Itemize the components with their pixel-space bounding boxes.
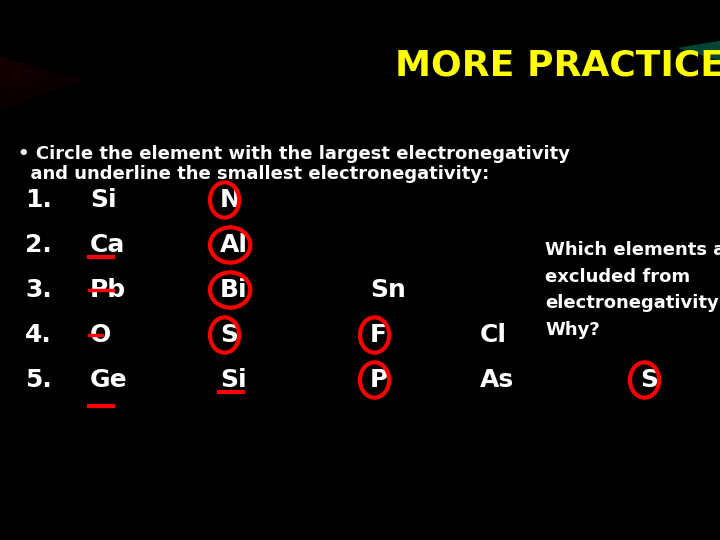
Text: S: S — [640, 368, 658, 392]
Polygon shape — [600, 0, 720, 20]
Text: Which elements are
excluded from
electronegativity?
Why?: Which elements are excluded from electro… — [545, 241, 720, 339]
Text: 1.: 1. — [25, 188, 52, 212]
Text: 2.: 2. — [25, 233, 52, 257]
Text: Ca: Ca — [90, 233, 125, 257]
Polygon shape — [500, 0, 720, 40]
Text: Pb: Pb — [90, 278, 126, 302]
Text: Al: Al — [220, 233, 248, 257]
Text: F: F — [370, 323, 387, 347]
Polygon shape — [0, 0, 406, 24]
Polygon shape — [0, 0, 364, 61]
Polygon shape — [0, 0, 336, 85]
Polygon shape — [0, 0, 720, 95]
Text: S: S — [220, 323, 238, 347]
Text: MORE PRACTICE: MORE PRACTICE — [395, 48, 720, 82]
Text: O: O — [90, 323, 112, 347]
Polygon shape — [0, 0, 420, 12]
Text: Si: Si — [220, 368, 247, 392]
Polygon shape — [0, 0, 400, 110]
Text: Cl: Cl — [480, 323, 507, 347]
Text: Bi: Bi — [220, 278, 248, 302]
Polygon shape — [0, 0, 308, 110]
Text: 5.: 5. — [25, 368, 52, 392]
Text: N: N — [220, 188, 241, 212]
Text: Si: Si — [90, 188, 117, 212]
Text: • Circle the element with the largest electronegativity: • Circle the element with the largest el… — [18, 145, 570, 163]
Polygon shape — [0, 0, 350, 73]
Text: 3.: 3. — [25, 278, 52, 302]
Text: Ge: Ge — [90, 368, 127, 392]
Polygon shape — [400, 0, 720, 60]
Polygon shape — [0, 0, 378, 49]
Polygon shape — [0, 0, 322, 98]
Text: As: As — [480, 368, 514, 392]
Text: 4.: 4. — [25, 323, 52, 347]
Text: Sn: Sn — [370, 278, 406, 302]
Text: and underline the smallest electronegativity:: and underline the smallest electronegati… — [18, 165, 490, 183]
Polygon shape — [0, 0, 392, 37]
Text: P: P — [370, 368, 388, 392]
